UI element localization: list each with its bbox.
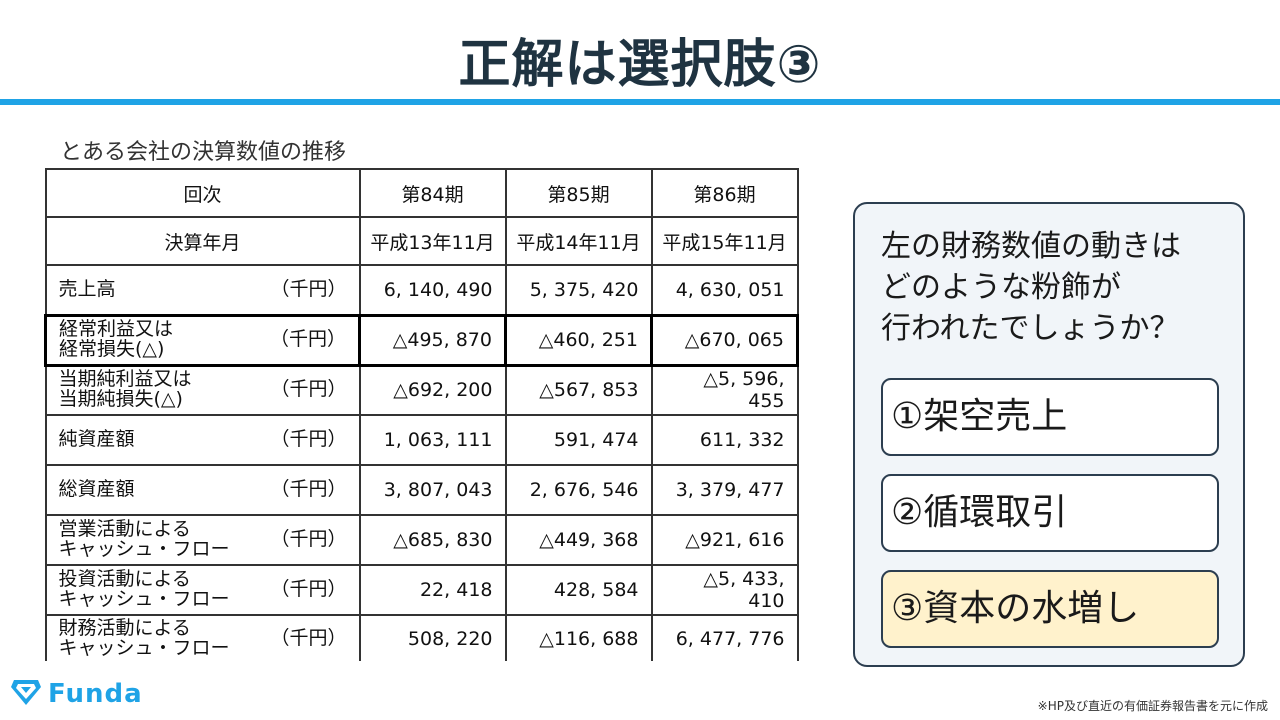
row-label: 総資産額 bbox=[58, 478, 135, 501]
value-cell: 4, 630, 051 bbox=[650, 264, 799, 316]
table-row: 総資産額 （千円） 3, 807, 043 2, 676, 546 3, 379,… bbox=[44, 464, 799, 516]
value-cell: △460, 251 bbox=[504, 313, 653, 367]
value-cell: △567, 853 bbox=[504, 364, 653, 416]
value-cell: 6, 477, 776 bbox=[650, 614, 799, 661]
value-cell: 5, 375, 420 bbox=[504, 264, 653, 316]
value-cell: △5, 433, 410 bbox=[650, 564, 799, 616]
value-cell: 591, 474 bbox=[504, 414, 653, 466]
option-3-button-selected[interactable]: ③資本の水増し bbox=[881, 570, 1219, 648]
table-row: 営業活動による キャッシュ・フロー （千円） △685, 830 △449, 36… bbox=[44, 514, 799, 566]
row-label: 当期純利益又は 当期純損失(△) bbox=[58, 368, 192, 411]
table-date-row: 決算年月 平成13年11月 平成14年11月 平成15年11月 bbox=[44, 216, 799, 266]
value-cell: △921, 616 bbox=[650, 514, 799, 566]
table-caption: とある会社の決算数値の推移 bbox=[60, 140, 347, 165]
date-85-cell: 平成14年11月 bbox=[504, 216, 653, 266]
row-label: 純資産額 bbox=[58, 428, 135, 451]
row-unit: （千円） bbox=[270, 277, 347, 300]
value-cell: △692, 200 bbox=[358, 364, 507, 416]
row-label: 売上高 bbox=[58, 277, 116, 300]
table-row: 財務活動による キャッシュ・フロー （千円） 508, 220 △116, 688… bbox=[44, 614, 799, 661]
period-86-header: 第86期 bbox=[650, 168, 799, 218]
question-text: 左の財務数値の動きは どのような粉飾が 行われたでしょうか？ bbox=[881, 229, 1181, 346]
value-cell: △116, 688 bbox=[504, 614, 653, 661]
row-label: 経常利益又は 経常損失(△) bbox=[59, 318, 174, 360]
option-1-button[interactable]: ①架空売上 bbox=[881, 378, 1219, 456]
row-unit: （千円） bbox=[270, 626, 347, 649]
value-cell: △670, 065 bbox=[650, 313, 799, 367]
row-unit: （千円） bbox=[270, 478, 347, 501]
table-row: 純資産額 （千円） 1, 063, 111 591, 474 611, 332 bbox=[44, 414, 799, 466]
value-cell: △5, 596, 455 bbox=[650, 364, 799, 416]
period-85-header: 第85期 bbox=[504, 168, 653, 218]
value-cell: 428, 584 bbox=[504, 564, 653, 616]
financial-table: 回次 第84期 第85期 第86期 決算年月 平成13年11月 平成14年11月… bbox=[44, 168, 799, 661]
value-cell: 508, 220 bbox=[358, 614, 507, 661]
value-cell: △449, 368 bbox=[504, 514, 653, 566]
header-label-cell: 回次 bbox=[44, 168, 361, 218]
row-unit: （千円） bbox=[270, 378, 347, 401]
option-2-button[interactable]: ②循環取引 bbox=[881, 474, 1219, 552]
page-title: 正解は選択肢③ bbox=[458, 35, 822, 95]
value-cell: 2, 676, 546 bbox=[504, 464, 653, 516]
row-unit: （千円） bbox=[270, 428, 347, 451]
value-cell: 1, 063, 111 bbox=[358, 414, 507, 466]
value-cell: 611, 332 bbox=[650, 414, 799, 466]
table-row: 経常利益又は 経常損失(△) （千円） △495, 870 △460, 251 △… bbox=[44, 313, 799, 367]
source-footnote: ※HP及び直近の有価証券報告書を元に作成 bbox=[1037, 699, 1268, 713]
row-unit: （千円） bbox=[270, 578, 347, 601]
period-84-header: 第84期 bbox=[358, 168, 507, 218]
value-cell: 3, 379, 477 bbox=[650, 464, 799, 516]
row-unit: （千円） bbox=[269, 328, 346, 351]
funda-logo-icon bbox=[10, 678, 42, 710]
row-label: 営業活動による キャッシュ・フロー bbox=[58, 518, 230, 560]
value-cell: △685, 830 bbox=[358, 514, 507, 566]
brand-name: Funda bbox=[48, 679, 143, 709]
table-header-row: 回次 第84期 第85期 第86期 bbox=[44, 168, 799, 218]
title-divider bbox=[0, 99, 1280, 105]
value-cell: 22, 418 bbox=[358, 564, 507, 616]
row-label: 投資活動による キャッシュ・フロー bbox=[58, 568, 230, 610]
question-panel: 左の財務数値の動きは どのような粉飾が 行われたでしょうか？ ①架空売上 ②循環… bbox=[853, 202, 1245, 667]
date-84-cell: 平成13年11月 bbox=[358, 216, 507, 266]
value-cell: △495, 870 bbox=[358, 313, 507, 367]
table-row: 当期純利益又は 当期純損失(△) （千円） △692, 200 △567, 853… bbox=[44, 364, 799, 416]
value-cell: 3, 807, 043 bbox=[358, 464, 507, 516]
row-unit: （千円） bbox=[270, 528, 347, 551]
table-row: 売上高 （千円） 6, 140, 490 5, 375, 420 4, 630, … bbox=[44, 264, 799, 316]
row-label: 財務活動による キャッシュ・フロー bbox=[58, 616, 230, 659]
brand-logo: Funda bbox=[10, 678, 143, 710]
date-label-cell: 決算年月 bbox=[44, 216, 361, 266]
date-86-cell: 平成15年11月 bbox=[650, 216, 799, 266]
table-row: 投資活動による キャッシュ・フロー （千円） 22, 418 428, 584 △… bbox=[44, 564, 799, 616]
value-cell: 6, 140, 490 bbox=[358, 264, 507, 316]
